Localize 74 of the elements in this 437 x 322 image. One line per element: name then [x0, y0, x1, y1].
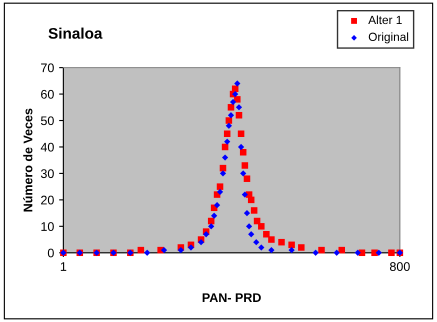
point — [242, 162, 248, 169]
point — [254, 218, 260, 224]
point — [376, 250, 382, 256]
point — [288, 247, 295, 254]
x-tick-label: 1 — [60, 262, 66, 271]
point — [334, 250, 340, 256]
point — [178, 247, 184, 254]
point — [228, 104, 234, 111]
point — [214, 202, 220, 208]
point — [268, 247, 275, 254]
point — [246, 223, 252, 230]
point — [240, 149, 246, 156]
legend-label: Original — [368, 32, 408, 44]
point — [224, 138, 230, 145]
y-tick-label: 20 — [41, 196, 54, 205]
point — [318, 246, 325, 254]
point — [312, 250, 319, 256]
point — [248, 196, 254, 204]
y-tick-label: 0 — [48, 248, 54, 258]
point — [388, 250, 395, 256]
point — [244, 175, 250, 182]
x-axis-title: PAN- PRD — [202, 293, 261, 302]
point — [230, 98, 236, 106]
point — [232, 90, 238, 98]
point — [236, 112, 242, 118]
point — [220, 170, 226, 177]
point — [288, 242, 295, 248]
point — [238, 130, 244, 137]
y-tick-label: 30 — [40, 169, 54, 178]
point — [226, 122, 232, 129]
point — [211, 212, 218, 219]
y-tick-label: 10 — [41, 222, 54, 231]
point — [208, 218, 214, 224]
point — [208, 223, 214, 230]
point — [160, 247, 168, 254]
point — [222, 154, 228, 161]
point — [188, 244, 194, 251]
y-axis-title: Número de Veces — [23, 108, 32, 212]
legend-label: Alter 1 — [368, 15, 402, 24]
y-tick-label: 60 — [41, 90, 54, 99]
point — [244, 210, 250, 216]
x-tick-label: 800 — [390, 262, 410, 271]
chart-title: Sinaloa — [48, 28, 103, 39]
point — [298, 244, 305, 251]
point — [144, 250, 150, 256]
point — [228, 112, 234, 118]
point — [242, 191, 248, 198]
y-tick-label: 50 — [40, 116, 54, 126]
point — [224, 130, 230, 137]
point — [253, 239, 260, 246]
point — [236, 104, 242, 110]
point — [222, 144, 228, 150]
point — [278, 238, 285, 246]
point — [234, 80, 240, 87]
point — [216, 188, 224, 196]
point — [268, 236, 275, 243]
point — [240, 170, 246, 177]
point — [220, 164, 226, 172]
point — [232, 86, 238, 92]
point — [248, 231, 254, 238]
point — [203, 231, 210, 238]
point — [338, 246, 345, 254]
y-tick-label: 40 — [40, 142, 54, 152]
point — [258, 244, 264, 251]
point — [138, 246, 144, 254]
y-tick-label: 70 — [41, 63, 54, 72]
point — [226, 117, 232, 124]
point — [263, 231, 270, 238]
point — [216, 183, 224, 190]
point — [250, 207, 258, 214]
point — [258, 223, 265, 230]
point — [354, 250, 361, 256]
point — [198, 239, 204, 246]
point — [238, 144, 244, 150]
